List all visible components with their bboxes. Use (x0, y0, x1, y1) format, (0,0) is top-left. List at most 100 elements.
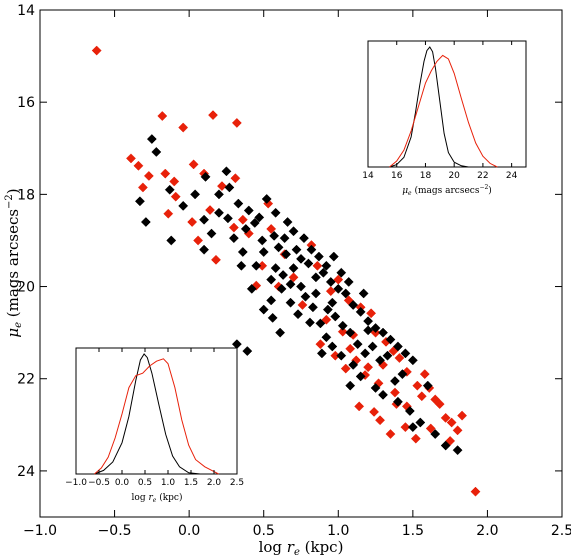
scatter-point-s1-96 (237, 247, 248, 257)
scatter-point-s1-4 (166, 235, 177, 246)
scatter-point-s0-21 (266, 223, 277, 234)
scatter-point-s0-45 (412, 380, 423, 391)
scatter-point-s0-76 (211, 254, 221, 265)
scatter-point-s1-79 (321, 332, 332, 343)
scatter-point-s1-3 (140, 217, 151, 227)
scatter-point-s0-58 (434, 399, 445, 410)
scatter-point-s0-53 (354, 401, 365, 412)
scatter-point-s1-86 (392, 396, 403, 407)
inset-mu-curve-0 (389, 46, 469, 168)
scatter-point-s0-17 (187, 217, 198, 227)
scatter-point-s1-53 (270, 263, 281, 274)
scatter-point-s0-33 (337, 326, 348, 337)
scatter-point-s1-102 (382, 350, 393, 361)
scatter-point-s0-6 (133, 160, 144, 171)
scatter-point-s1-51 (251, 260, 262, 271)
scatter-point-s0-60 (446, 417, 457, 428)
scatter-point-s1-15 (257, 235, 268, 246)
scatter-point-s1-55 (285, 279, 296, 290)
x-tick-label-7: 2.5 (551, 523, 571, 539)
scatter-point-s0-46 (419, 369, 430, 380)
scatter-point-s1-30 (370, 323, 381, 333)
scatter-point-s0-74 (237, 214, 248, 225)
scatter-point-s1-28 (355, 306, 366, 317)
scatter-point-s1-45 (337, 320, 348, 331)
scatter-point-s0-42 (340, 363, 351, 374)
scatter-point-s1-72 (236, 260, 247, 271)
scatter-point-s0-39 (394, 353, 405, 363)
scatter-point-s1-49 (367, 341, 378, 352)
inset-mu-curve-1 (389, 54, 498, 168)
scatter-point-s0-1 (157, 111, 168, 121)
scatter-point-s1-111 (316, 348, 327, 359)
inset-re-x-tick-label-5: 1.5 (184, 478, 198, 488)
x-tick-label-6: 2.0 (476, 523, 498, 539)
inset-re-x-tick-label-2: 0.0 (115, 478, 130, 488)
scatter-point-s0-7 (143, 170, 154, 181)
scatter-point-s1-85 (378, 389, 388, 400)
scatter-point-s1-91 (440, 440, 451, 451)
scatter-point-s1-13 (240, 223, 251, 234)
inset-mu-x-tick-label-0: 14 (362, 171, 374, 181)
scatter-point-s0-26 (312, 260, 323, 271)
scatter-point-s1-20 (296, 253, 306, 264)
scatter-point-s1-59 (313, 251, 324, 262)
scatter-point-s0-66 (470, 486, 481, 497)
scatter-point-s1-57 (299, 233, 309, 244)
scatter-point-s1-64 (243, 205, 254, 216)
scatter-point-s1-63 (343, 276, 354, 287)
scatter-point-s0-61 (452, 425, 463, 436)
scatter-point-s1-104 (390, 376, 400, 386)
scatter-point-s0-16 (228, 222, 239, 233)
scatter-point-s1-69 (199, 214, 210, 225)
scatter-point-s1-78 (242, 346, 253, 357)
scatter-point-s1-54 (278, 270, 289, 280)
scatter-point-s1-94 (199, 244, 210, 255)
scatter-point-s0-27 (325, 286, 336, 297)
scatter-point-s1-58 (306, 244, 317, 255)
inset-re-x-label: log re (kpc) (132, 492, 183, 504)
scatter-point-s1-75 (267, 312, 278, 323)
scatter-point-s1-23 (318, 267, 329, 278)
scatter-point-s1-9 (214, 189, 224, 200)
scatter-point-s1-48 (360, 348, 371, 359)
x-tick-label-0: −1.0 (23, 523, 57, 539)
scatter-point-s1-84 (370, 382, 381, 393)
scatter-point-s0-10 (188, 159, 199, 170)
scatter-point-s1-16 (269, 230, 280, 241)
scatter-point-s0-13 (217, 181, 227, 192)
scatter-point-s1-37 (276, 283, 287, 294)
scatter-point-s0-55 (385, 429, 396, 439)
scatter-point-s0-40 (363, 362, 374, 373)
y-tick-label-3: 20 (17, 280, 35, 296)
y-tick-label-5: 24 (17, 464, 35, 480)
scatter-point-s1-47 (352, 339, 363, 350)
scatter-point-s1-101 (363, 325, 374, 336)
scatter-point-s0-4 (231, 117, 242, 128)
scatter-point-s1-18 (281, 249, 292, 260)
scatter-point-s1-106 (345, 380, 356, 391)
scatter-point-s0-8 (137, 182, 148, 193)
scatter-point-s1-62 (336, 267, 347, 278)
inset-mu-x-tick-label-3: 20 (448, 171, 460, 181)
scatter-point-s0-12 (170, 191, 181, 202)
scatter-point-s1-98 (296, 281, 306, 292)
scatter-point-s0-18 (193, 235, 204, 246)
scatter-point-s1-40 (300, 291, 311, 302)
inset-mu-distribution: 14 16 18 20 22 24 (362, 40, 527, 181)
inset-re-frame (75, 347, 238, 475)
x-tick-label-1: −0.5 (98, 523, 132, 539)
x-tick-label-2: 0.0 (178, 523, 200, 539)
y-tick-label-2: 18 (17, 187, 35, 203)
scatter-point-s1-89 (407, 422, 418, 433)
scatter-point-s1-83 (355, 371, 366, 382)
scatter-point-s1-5 (164, 184, 175, 195)
scatter-point-s1-67 (282, 217, 293, 227)
scatter-point-s0-36 (366, 308, 377, 319)
scatter-point-s1-11 (233, 198, 244, 209)
inset-re-x-tick-label-7: 2.5 (230, 478, 244, 488)
scatter-point-s1-0 (146, 134, 157, 145)
scatter-point-s1-65 (254, 212, 265, 223)
scatter-point-s1-36 (266, 295, 277, 306)
